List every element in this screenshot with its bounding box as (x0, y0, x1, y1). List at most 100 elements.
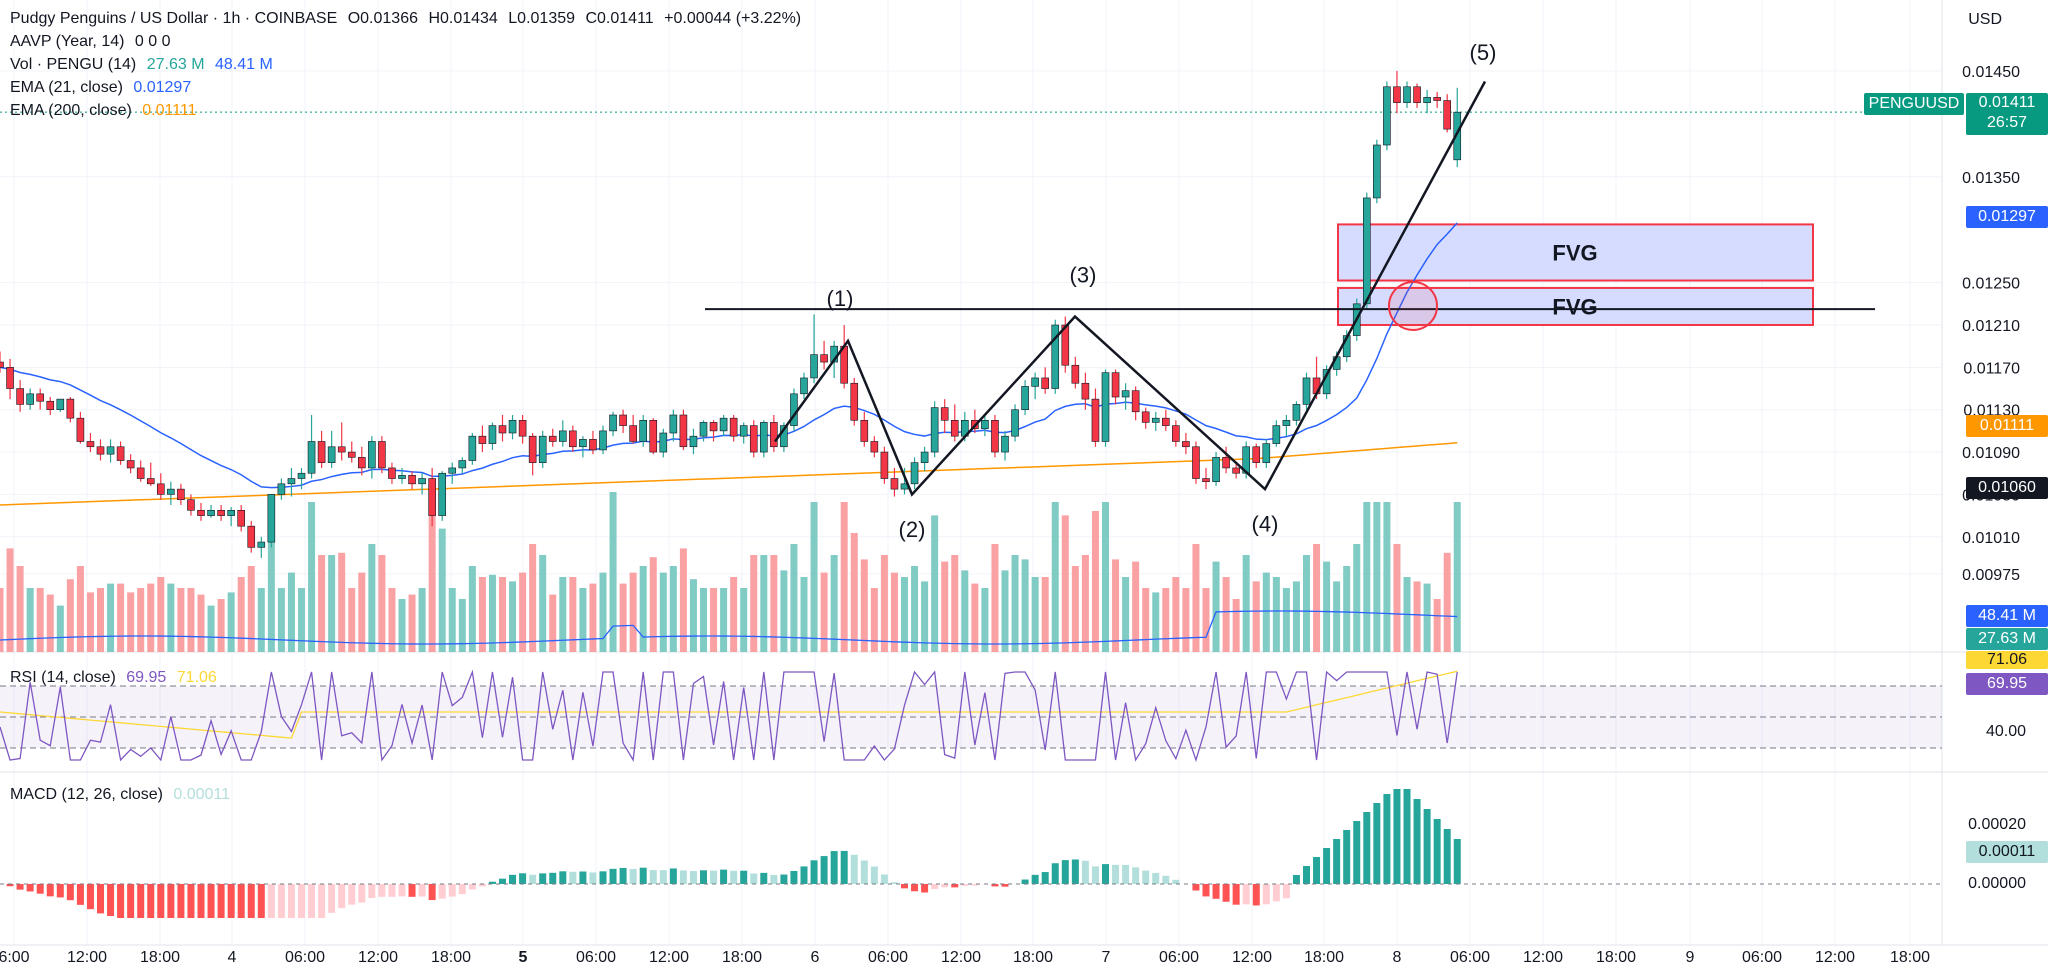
volume-bar (589, 584, 596, 652)
candle-body (439, 473, 446, 515)
volume-bar (47, 595, 54, 652)
time-tick-label: 8 (1393, 949, 1402, 966)
volume-bar (479, 577, 486, 652)
macd-bar (429, 884, 436, 900)
macd-bar (569, 872, 576, 884)
candle-body (1182, 441, 1189, 446)
macd-bar (1082, 861, 1089, 884)
candle-body (87, 441, 94, 446)
macd-bar (730, 871, 737, 884)
volume-bar (499, 577, 506, 652)
macd-bar (368, 884, 375, 898)
candle-body (388, 468, 395, 479)
candle-body (147, 479, 154, 484)
macd-bar (1243, 884, 1250, 904)
volume-bar (941, 562, 948, 652)
macd-bar (1424, 809, 1431, 884)
macd-bar (1203, 884, 1210, 896)
macd-bar (1283, 884, 1290, 898)
macd-bar (1313, 857, 1320, 884)
high-value: H0.01434 (428, 10, 497, 27)
volume-bar (660, 573, 667, 652)
macd-bar (760, 873, 767, 884)
candle-body (951, 420, 958, 436)
time-tick-label: 06:00 (868, 949, 908, 966)
volume-bar (730, 577, 737, 652)
macd-bar (117, 884, 124, 918)
candle-body (449, 468, 456, 473)
symbol-title: Pudgy Penguins / US Dollar · 1h · COINBA… (10, 10, 337, 27)
candle-body (1363, 198, 1370, 304)
volume-bar (1172, 577, 1179, 652)
candle-body (981, 420, 988, 428)
macd-bar (1414, 799, 1421, 884)
macd-label: MACD (12, 26, close) (10, 786, 163, 803)
volume-value: 27.63 M (147, 56, 205, 73)
candle-body (218, 510, 225, 515)
candle-body (1393, 87, 1400, 103)
candle-body (1203, 479, 1210, 482)
macd-bar (539, 873, 546, 884)
candle-body (1152, 418, 1159, 422)
macd-bar (308, 884, 315, 918)
macd-bar (1343, 830, 1350, 884)
candle-body (298, 473, 305, 478)
price-tick-label: 0.01010 (1962, 530, 2020, 547)
candle-body (1112, 373, 1119, 397)
candle-body (399, 475, 406, 478)
candle-body (941, 408, 948, 421)
macd-bar (147, 884, 154, 918)
candle-body (1444, 101, 1451, 130)
ema200-badge: 0.01111 (1966, 415, 2048, 437)
volume-bar (640, 566, 647, 652)
time-tick-label: 9 (1686, 949, 1695, 966)
candle-body (569, 431, 576, 447)
volume-bar (1032, 577, 1039, 652)
rsi-ma-value: 71.06 (177, 669, 217, 686)
candle-body (27, 394, 34, 405)
volume-bar (1132, 562, 1139, 652)
time-tick-label: 18:00 (1013, 949, 1053, 966)
volume-bar (569, 577, 576, 652)
macd-bar (610, 869, 617, 884)
volume-legend[interactable]: Vol · PENGU (14) 27.63 M 48.41 M (10, 54, 273, 76)
candle-body (600, 431, 607, 450)
rsi-legend[interactable]: RSI (14, close) 69.95 71.06 (10, 667, 217, 689)
macd-legend[interactable]: MACD (12, 26, close) 0.00011 (10, 784, 230, 806)
symbol-tag-badge: PENGUUSD (1864, 93, 1964, 115)
volume-bar (0, 588, 4, 652)
candle-body (891, 479, 898, 490)
volume-badge: 27.63 M (1966, 628, 2048, 650)
macd-bar (268, 884, 275, 918)
macd-bar (439, 884, 446, 899)
macd-bar (1022, 880, 1029, 884)
volume-bar (1393, 544, 1400, 652)
volume-bar (67, 579, 74, 652)
volume-bar (1293, 581, 1300, 652)
macd-bar (519, 873, 526, 884)
volume-bar (1062, 515, 1069, 652)
rsi-level-label: 40.00 (1986, 723, 2026, 741)
macd-bar (901, 884, 908, 888)
ema21-legend[interactable]: EMA (21, close) 0.01297 (10, 77, 191, 99)
volume-bar (1082, 555, 1089, 652)
candle-body (1092, 399, 1099, 441)
last-price-badge: 0.01411 26:57 (1966, 93, 2048, 135)
time-tick-label: 12:00 (358, 949, 398, 966)
macd-bar (841, 851, 848, 884)
candle-body (610, 415, 617, 431)
aavp-legend[interactable]: AAVP (Year, 14) 0 0 0 (10, 31, 171, 53)
candle-body (539, 436, 546, 462)
macd-bar (1404, 789, 1411, 884)
ema200-legend[interactable]: EMA (200, close) 0.01111 (10, 100, 197, 122)
volume-bar (177, 588, 184, 652)
currency-label[interactable]: USD (1968, 11, 2002, 29)
candle-body (640, 420, 647, 441)
macd-bar (1032, 875, 1039, 884)
volume-bar (1152, 592, 1159, 652)
candle-body (499, 426, 506, 433)
candle-body (1032, 378, 1039, 386)
fvg-label-top: FVG (1552, 240, 1597, 265)
